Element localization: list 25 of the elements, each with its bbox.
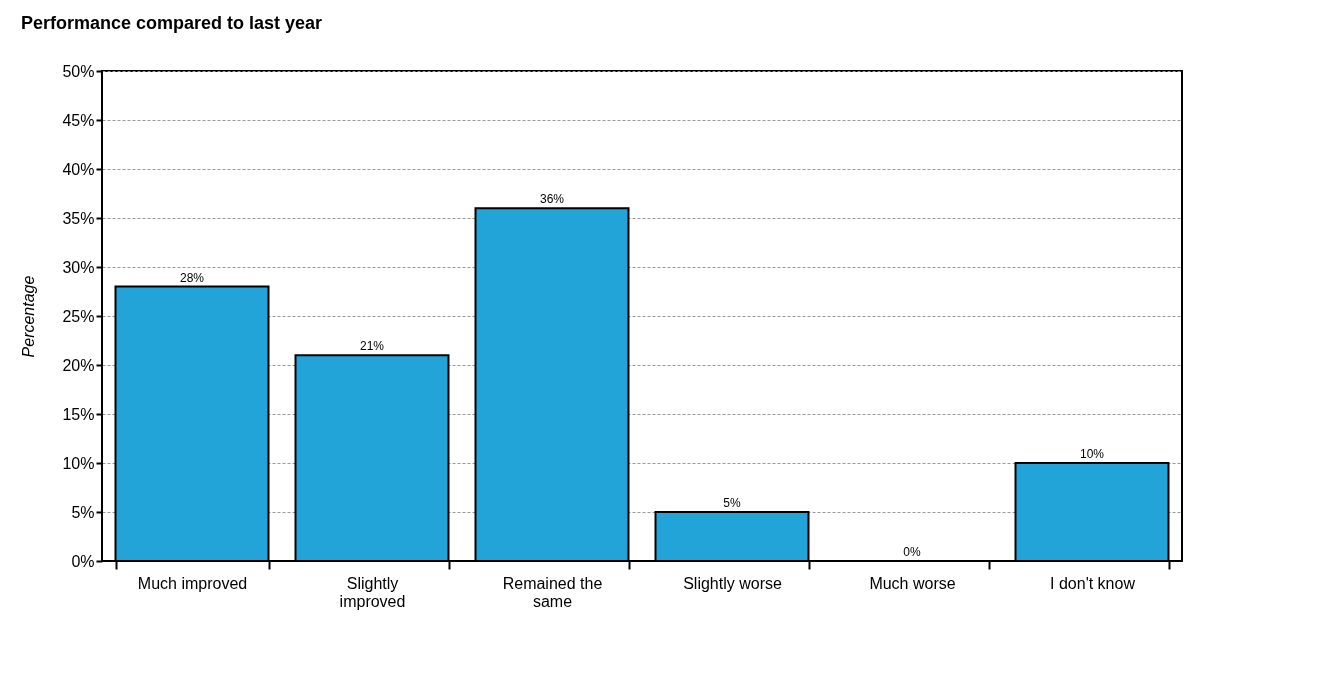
y-tick-label: 5%: [71, 503, 95, 521]
chart-title: Performance compared to last year: [20, 13, 323, 33]
y-axis-title: Percentage: [20, 275, 38, 358]
y-tick-label: 20%: [62, 356, 95, 374]
data-label: 28%: [179, 270, 205, 285]
y-tick-label: 35%: [62, 209, 95, 227]
y-tick-label: 25%: [62, 307, 95, 325]
x-tick-label: I don't know: [1050, 574, 1136, 592]
data-label: 0%: [903, 545, 921, 559]
y-tick-label: 45%: [62, 111, 95, 129]
y-tick-label: 30%: [62, 258, 95, 276]
y-tick-label: 40%: [62, 160, 95, 178]
x-tick-label: Much improved: [137, 574, 248, 592]
y-tick-label: 15%: [62, 405, 95, 423]
y-tick-label: 50%: [62, 62, 95, 80]
y-tick-label: 0%: [71, 552, 95, 570]
y-tick-label: 10%: [62, 454, 95, 472]
data-label: 21%: [359, 339, 385, 354]
data-label: 10%: [1079, 447, 1105, 461]
data-label: 36%: [539, 192, 565, 207]
x-tick-label: Slightly improved: [339, 574, 406, 610]
x-tick-label: Much worse: [869, 574, 956, 592]
data-label: 5%: [723, 496, 741, 510]
x-tick-label: Remained the same: [502, 574, 603, 610]
x-tick-label: Slightly worse: [683, 574, 782, 592]
